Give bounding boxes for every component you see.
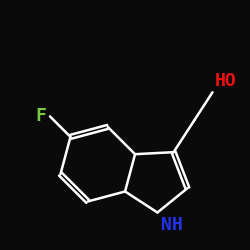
Text: F: F: [36, 108, 46, 126]
Text: NH: NH: [161, 216, 183, 234]
Text: HO: HO: [215, 72, 237, 90]
